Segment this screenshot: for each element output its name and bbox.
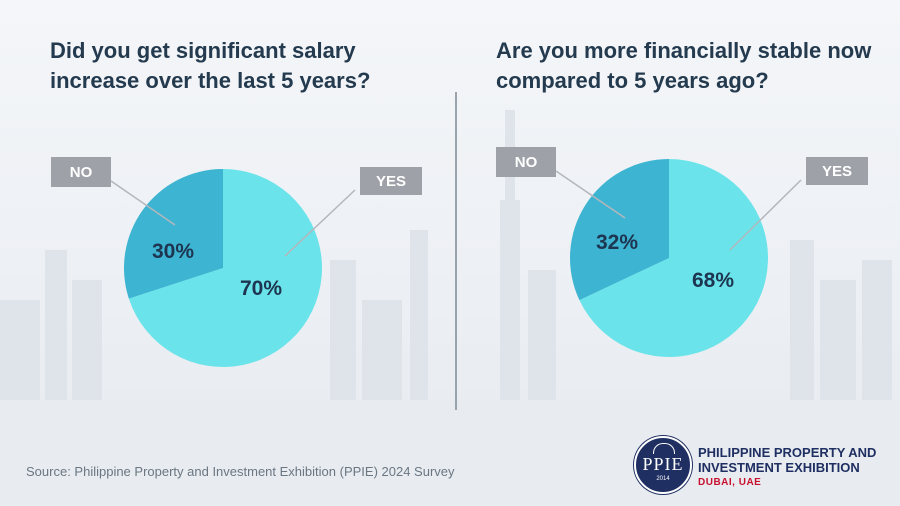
ppie-logo: PPIE 2014 PHILIPPINE PROPERTY AND INVEST…: [634, 436, 896, 494]
pie-1-callout-box-no: [496, 147, 556, 177]
pie-1-category-label-no: NO: [515, 154, 538, 171]
pie-1-slice-yes: [579, 159, 769, 358]
pie-1-value-label-yes: 68%: [692, 269, 734, 292]
pie-0-category-label-no: NO: [70, 164, 93, 181]
pie-1-slice-no: [570, 159, 669, 301]
pie-0-slice-no: [123, 169, 223, 299]
pie-1-category-label-yes: YES: [822, 163, 852, 180]
left-chart-title: Did you get significant salary increase …: [50, 38, 371, 93]
ppie-seal: PPIE 2014: [634, 436, 692, 494]
pie-0-leader-yes: [284, 189, 356, 257]
pie-0-value-label-no: 30%: [152, 240, 194, 263]
pie-0-slice-yes: [128, 169, 322, 367]
vertical-divider: [455, 92, 457, 410]
logo-location: DUBAI, UAE: [698, 477, 762, 488]
source-note: Source: Philippine Property and Investme…: [26, 464, 455, 479]
logo-name-line1: PHILIPPINE PROPERTY AND: [698, 445, 877, 460]
logo-mark: PPIE: [642, 454, 684, 474]
pie-1-leader-yes: [729, 179, 802, 251]
pie-0-callout-box-no: [51, 157, 111, 187]
pie-1-value-label-no: 32%: [596, 231, 638, 254]
pie-0-leader-no: [110, 180, 176, 226]
logo-year: 2014: [656, 476, 670, 482]
right-chart-title: Are you more financially stable now comp…: [496, 38, 872, 93]
pie-0-category-label-yes: YES: [376, 173, 406, 190]
pie-0-value-label-yes: 70%: [240, 277, 282, 300]
logo-name: PHILIPPINE PROPERTY AND INVESTMENT EXHIB…: [698, 445, 876, 475]
pie-1-leader-no: [555, 170, 626, 219]
pie-0-callout-box-yes: [360, 167, 422, 195]
dome-icon: [653, 443, 675, 454]
pie-1-callout-box-yes: [806, 157, 868, 185]
logo-name-line2: INVESTMENT EXHIBITION: [698, 460, 860, 475]
